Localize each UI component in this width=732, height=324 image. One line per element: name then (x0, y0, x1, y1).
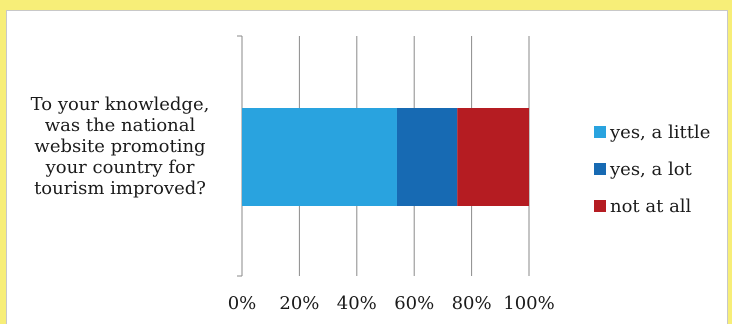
x-tick-label: 80% (452, 293, 492, 314)
category-label: To your knowledge, was the national webs… (0, 94, 240, 199)
legend-item-yes-a-lot: yes, a lot (594, 158, 710, 180)
x-tick-label: 100% (503, 293, 554, 314)
legend-item-not-at-all: not at all (594, 195, 710, 217)
legend: yes, a little yes, a lot not at all (594, 122, 710, 233)
bar-segment-yes-a-lot (396, 108, 458, 206)
x-tick-label: 20% (279, 293, 319, 314)
category-label-line: was the national (44, 115, 196, 136)
legend-swatch (594, 126, 606, 138)
legend-label: yes, a little (610, 121, 711, 143)
legend-label: yes, a lot (610, 158, 692, 180)
legend-swatch (594, 163, 606, 175)
category-label-line: To your knowledge, (30, 94, 210, 115)
category-label-line: tourism improved? (34, 178, 206, 199)
legend-swatch (594, 200, 606, 212)
x-tick-label: 60% (394, 293, 434, 314)
bar-segment-yes-a-little (242, 108, 397, 206)
category-label-line: your country for (45, 157, 195, 178)
bar-segment-not-at-all (457, 108, 529, 206)
legend-item-yes-a-little: yes, a little (594, 121, 711, 143)
legend-label: not at all (610, 195, 692, 217)
x-tick-label: 0% (228, 293, 257, 314)
x-tick-label: 40% (337, 293, 377, 314)
category-label-line: website promoting (34, 136, 206, 157)
